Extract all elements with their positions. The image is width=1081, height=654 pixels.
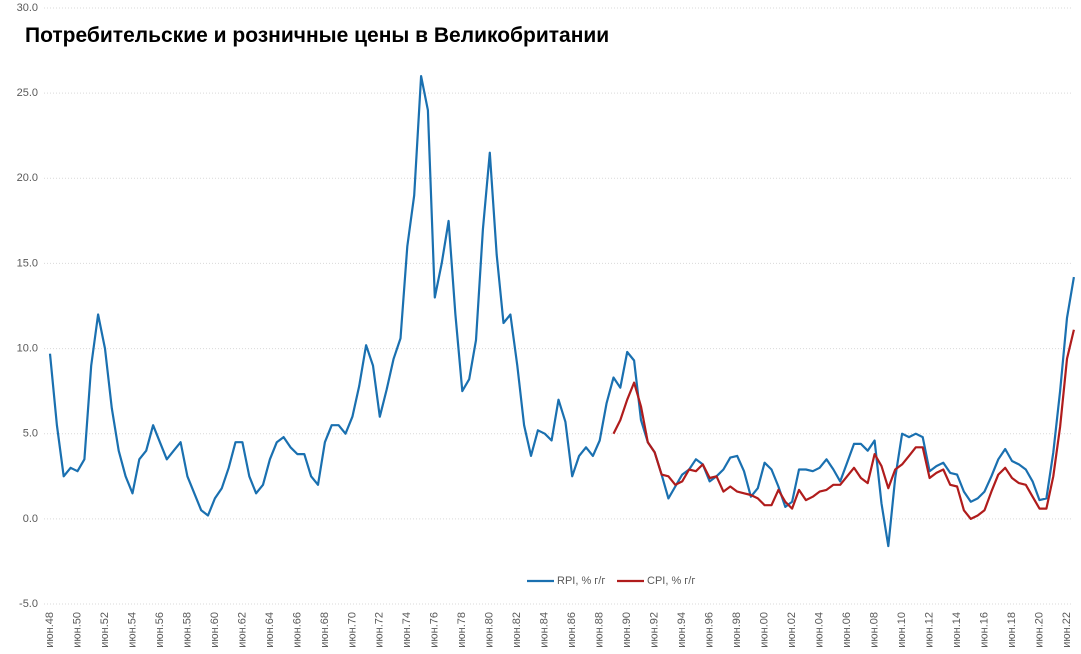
- x-tick-label: июн.12: [923, 612, 935, 648]
- x-tick-label: июн.68: [319, 612, 331, 648]
- x-tick-label: июн.08: [869, 612, 881, 648]
- x-tick-label: июн.80: [484, 612, 496, 648]
- x-tick-label: июн.92: [649, 612, 661, 648]
- y-tick-label: 10.0: [17, 342, 38, 354]
- y-tick-label: 0.0: [23, 513, 38, 525]
- x-tick-label: июн.60: [209, 612, 221, 648]
- y-tick-label: 25.0: [17, 87, 38, 99]
- x-tick-label: июн.00: [759, 612, 771, 648]
- series-line: [612, 329, 1075, 520]
- x-tick-label: июн.94: [676, 612, 688, 648]
- x-tick-label: июн.82: [511, 612, 523, 648]
- x-tick-label: июн.56: [154, 612, 166, 648]
- x-tick-label: июн.06: [841, 612, 853, 648]
- x-tick-label: июн.88: [594, 612, 606, 648]
- x-tick-label: июн.74: [401, 612, 413, 648]
- x-tick-label: июн.96: [704, 612, 716, 648]
- x-tick-label: июн.90: [621, 612, 633, 648]
- x-tick-label: июн.02: [786, 612, 798, 648]
- legend-label: RPI, % г/г: [557, 575, 605, 587]
- x-tick-label: июн.10: [896, 612, 908, 648]
- x-tick-label: июн.16: [978, 612, 990, 648]
- x-tick-label: июн.98: [731, 612, 743, 648]
- x-tick-label: июн.48: [44, 612, 56, 648]
- x-tick-label: июн.58: [181, 612, 193, 648]
- chart-title: Потребительские и розничные цены в Велик…: [25, 24, 609, 47]
- x-tick-label: июн.14: [951, 612, 963, 648]
- y-tick-label: -5.0: [19, 598, 38, 610]
- y-tick-label: 5.0: [23, 428, 38, 440]
- x-tick-label: июн.20: [1033, 612, 1045, 648]
- x-tick-label: июн.78: [456, 612, 468, 648]
- legend-label: CPI, % г/г: [647, 575, 695, 587]
- y-tick-label: 15.0: [17, 257, 38, 269]
- y-tick-label: 30.0: [17, 2, 38, 14]
- series-line: [48, 75, 1075, 548]
- x-tick-label: июн.54: [126, 612, 138, 648]
- x-tick-label: июн.50: [71, 612, 83, 648]
- x-tick-label: июн.72: [374, 612, 386, 648]
- x-tick-label: июн.22: [1061, 612, 1073, 648]
- x-tick-label: июн.70: [346, 612, 358, 648]
- x-tick-label: июн.86: [566, 612, 578, 648]
- x-tick-label: июн.64: [264, 612, 276, 648]
- x-tick-label: июн.04: [814, 612, 826, 648]
- x-tick-label: июн.76: [429, 612, 441, 648]
- x-tick-label: июн.62: [236, 612, 248, 648]
- y-tick-label: 20.0: [17, 172, 38, 184]
- x-tick-label: июн.66: [291, 612, 303, 648]
- x-tick-label: июн.84: [539, 612, 551, 648]
- x-tick-label: июн.18: [1006, 612, 1018, 648]
- x-tick-label: июн.52: [99, 612, 111, 648]
